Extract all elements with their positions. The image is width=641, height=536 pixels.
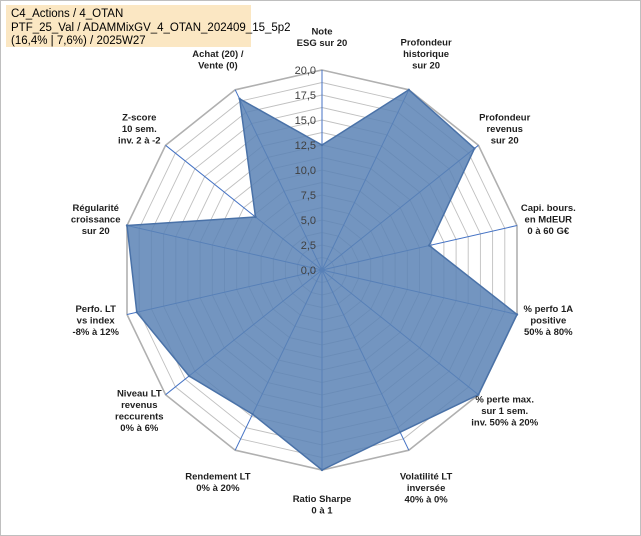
data-point bbox=[320, 143, 324, 147]
axis-label: Volatilité LT inversée 40% à 0% bbox=[400, 472, 453, 506]
axis-label: Capi. bours. en MdEUR 0 à 60 G€ bbox=[521, 203, 576, 237]
data-point bbox=[407, 88, 410, 92]
data-point bbox=[187, 374, 191, 378]
axis-label: Niveau LT revenus reccurents 0% à 6% bbox=[115, 389, 164, 435]
tick-label: 20,0 bbox=[295, 65, 316, 77]
data-point bbox=[135, 311, 138, 314]
data-point bbox=[238, 97, 241, 101]
data-point bbox=[320, 468, 324, 472]
tick-label: 12,5 bbox=[295, 140, 316, 152]
axis-label: Z-score 10 sem. inv. 2 à -2 bbox=[118, 113, 161, 147]
axis-label: Profondeur historique sur 20 bbox=[400, 37, 451, 71]
info-line-2: PTF_25_Val / ADAMMixGV_4_OTAN_202409_15_… bbox=[11, 21, 291, 34]
axis-label: Profondeur revenus sur 20 bbox=[479, 113, 530, 147]
data-point bbox=[254, 215, 257, 219]
data-point bbox=[251, 413, 254, 416]
data-point bbox=[473, 147, 476, 150]
radar-data bbox=[125, 88, 519, 472]
axis-label: Ratio Sharpe 0 à 1 bbox=[293, 494, 352, 517]
series-area bbox=[126, 88, 518, 471]
portfolio-info-box: C4_Actions / 4_OTAN PTF_25_Val / ADAMMix… bbox=[6, 5, 291, 47]
tick-label: 5,0 bbox=[301, 215, 316, 227]
tick-label: 0,0 bbox=[301, 265, 316, 277]
data-point bbox=[125, 224, 129, 227]
axis-label: Rendement LT 0% à 20% bbox=[185, 472, 250, 495]
axis-label: Régularité croissance sur 20 bbox=[71, 203, 121, 237]
axis-label: Note ESG sur 20 bbox=[297, 27, 348, 50]
tick-label: 17,5 bbox=[295, 90, 316, 102]
data-point bbox=[515, 313, 519, 316]
data-point bbox=[428, 244, 431, 247]
radar-tick-labels: 0,0 2,5 5,0 7,5 10,0 12,5 15,0 17,5 20,0 bbox=[295, 65, 316, 277]
info-line-3: (16,4% | 7,6%) / 2025W27 bbox=[11, 35, 146, 47]
tick-label: 15,0 bbox=[295, 115, 316, 127]
data-point bbox=[398, 431, 402, 434]
data-point bbox=[477, 393, 480, 396]
axis-label: % perfo 1A positive 50% à 80% bbox=[523, 304, 573, 338]
axis-label: % perte max. sur 1 sem. inv. 50% à 20% bbox=[471, 394, 538, 428]
axis-label: Perfo. LT vs index -8% à 12% bbox=[72, 304, 119, 338]
tick-label: 7,5 bbox=[301, 190, 316, 202]
info-line-1: C4_Actions / 4_OTAN bbox=[11, 8, 124, 20]
tick-label: 10,0 bbox=[295, 165, 316, 177]
tick-label: 2,5 bbox=[301, 240, 316, 252]
